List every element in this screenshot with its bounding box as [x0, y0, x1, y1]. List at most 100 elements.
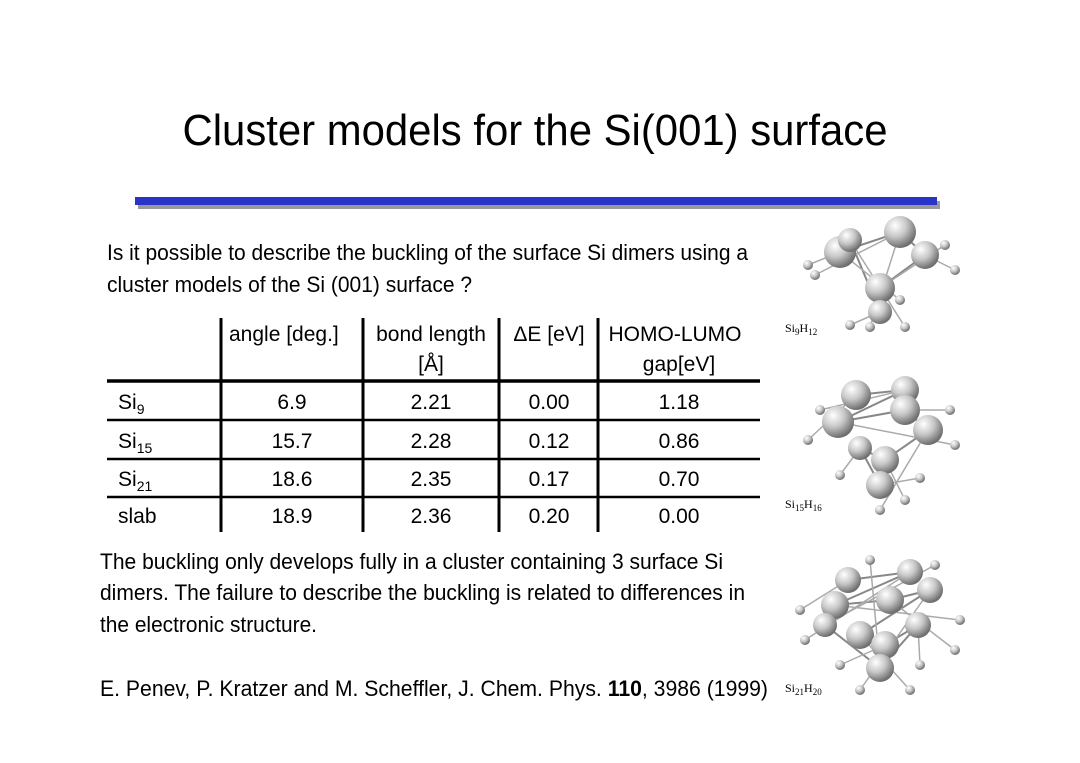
paragraph-line: dimers. The failure to describe the buck…	[100, 580, 745, 605]
silicon	[848, 436, 872, 460]
table-cell: 0.17	[529, 468, 570, 491]
hydrogen	[930, 560, 940, 570]
row-label-base: Si	[118, 430, 137, 453]
label-count: 20	[813, 687, 823, 697]
hydrogen	[940, 240, 950, 250]
citation-volume: 110	[608, 676, 642, 701]
table-cell: 0.00	[529, 391, 570, 414]
row-label: Si9	[118, 391, 145, 417]
hydrogen	[810, 270, 820, 280]
hydrogen	[915, 660, 925, 670]
label-count: 15	[795, 503, 805, 513]
silicon	[846, 621, 874, 649]
silicon	[822, 406, 854, 438]
label-element: H	[804, 497, 813, 511]
bond	[879, 429, 929, 511]
hydrogen	[865, 555, 875, 565]
table-cell: 1.18	[659, 391, 700, 414]
molecule-label: Si9H12	[785, 321, 817, 337]
table-cell: 0.70	[659, 468, 700, 491]
table-cell: 6.9	[277, 391, 306, 414]
hydrogen	[815, 405, 825, 415]
hydrogen	[835, 470, 845, 480]
silicon	[838, 228, 862, 252]
table-cell: 15.7	[272, 430, 313, 453]
table-cell: 2.36	[411, 505, 452, 528]
table-cell: 18.6	[272, 468, 313, 491]
label-element: Si	[785, 497, 796, 511]
row-label-sub: 15	[137, 440, 153, 456]
table-cell: 2.28	[411, 430, 452, 453]
silicon	[905, 612, 931, 638]
hydrogen	[855, 685, 865, 695]
hydrogen	[950, 645, 960, 655]
table-cell: 18.9	[272, 505, 313, 528]
hydrogen	[835, 660, 845, 670]
silicon	[897, 559, 923, 585]
hydrogen	[875, 505, 885, 515]
hydrogen	[905, 685, 915, 695]
question-line: cluster models of the Si (001) surface ?	[107, 272, 472, 297]
hydrogen	[845, 320, 855, 330]
citation: E. Penev, P. Kratzer and M. Scheffler, J…	[100, 676, 768, 701]
row-label-sub: 21	[137, 478, 153, 494]
hydrogen	[900, 495, 910, 505]
hydrogen	[803, 435, 813, 445]
row-label: Si21	[118, 468, 152, 494]
hydrogen	[955, 615, 965, 625]
table-cell: 0.12	[529, 430, 570, 453]
label-count: 9	[795, 327, 800, 337]
label-count: 16	[813, 503, 823, 513]
silicon	[884, 216, 916, 248]
hydrogen	[900, 322, 910, 332]
label-element: Si	[785, 321, 796, 335]
row-label-sub: 9	[137, 401, 145, 417]
table: angle [deg.] bond length [Å] ΔE [eV] HOMO-LU…	[107, 318, 760, 532]
silicon	[835, 567, 861, 593]
label-element: H	[800, 321, 809, 335]
table-header: ΔE [eV]	[513, 323, 584, 346]
hydrogen	[795, 605, 805, 615]
table-header: gap[eV]	[643, 353, 715, 376]
question-line: Is it possible to describe the buckling …	[107, 240, 749, 265]
silicon	[813, 613, 837, 637]
table-header: bond length	[376, 323, 486, 346]
table-cell: 2.21	[411, 391, 452, 414]
row-label: Si15	[118, 430, 152, 456]
row-label: slab	[118, 505, 157, 528]
paragraph-line: the electronic structure.	[100, 612, 317, 637]
title-bar	[135, 197, 937, 205]
silicon	[868, 300, 892, 324]
silicon	[871, 631, 899, 659]
table-cell: 0.00	[659, 505, 700, 528]
row-label-base: Si	[118, 468, 137, 491]
label-element: Si	[785, 681, 796, 695]
row-label-base: Si	[118, 391, 137, 414]
citation-text: , 3986 (1999)	[642, 676, 768, 701]
table-header: angle [deg.]	[229, 323, 339, 346]
citation-text: E. Penev, P. Kratzer and M. Scheffler, J…	[100, 676, 608, 701]
hydrogen	[895, 295, 905, 305]
silicon	[865, 273, 895, 303]
hydrogen	[800, 635, 810, 645]
label-element: H	[804, 681, 813, 695]
silicon	[841, 380, 871, 410]
molecule-label: Si15H16	[785, 497, 822, 513]
silicon	[821, 591, 849, 619]
silicon	[911, 241, 939, 269]
table-cell: 2.35	[411, 468, 452, 491]
label-count: 12	[808, 327, 817, 337]
row-label-base: slab	[118, 505, 157, 528]
silicon	[890, 395, 920, 425]
silicon	[866, 654, 894, 682]
title: Cluster models for the Si(001) surface	[183, 106, 888, 155]
silicon	[876, 586, 904, 614]
label-count: 21	[795, 687, 804, 697]
table-cell: 0.20	[529, 505, 570, 528]
silicon	[913, 415, 943, 445]
molecule-label: Si21H20	[785, 681, 822, 697]
hydrogen	[803, 260, 813, 270]
table-cell: 0.86	[659, 430, 700, 453]
